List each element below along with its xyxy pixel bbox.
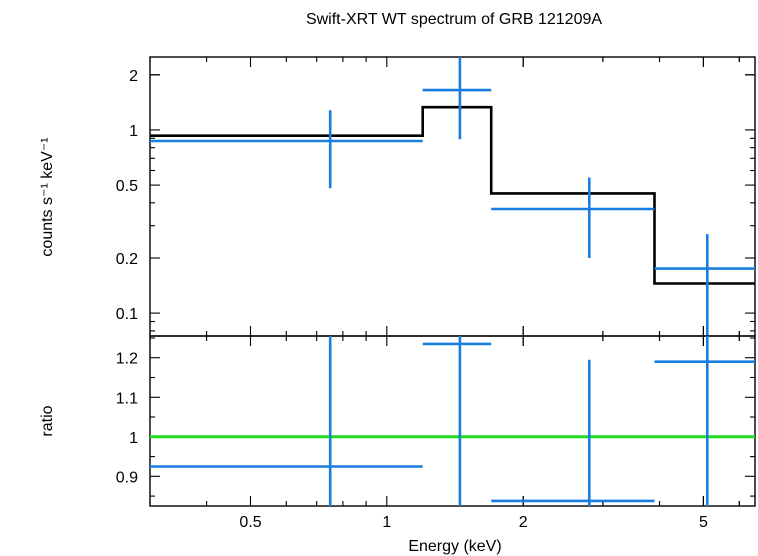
top-y-tick-label: 0.5: [116, 178, 138, 195]
x-tick-label: 1: [382, 514, 391, 531]
top-y-tick-label: 1: [129, 123, 138, 140]
spectrum-data-point: [491, 177, 655, 258]
top-panel-frame: [149, 56, 756, 337]
x-tick-label: 2: [519, 514, 528, 531]
bottom-y-tick-label: 1.1: [116, 390, 138, 407]
bottom-panel-frame: [149, 335, 756, 507]
bottom-panel-ticks: 0.5 1 2 5 0.9 1 1.1 1.2: [116, 336, 755, 531]
ratio-data-point: [654, 336, 755, 506]
x-tick-label: 5: [699, 514, 708, 531]
spectrum-data-point: [654, 234, 755, 336]
x-axis-label: Energy (keV): [408, 538, 501, 555]
ratio-data-point: [491, 359, 655, 506]
spectrum-data-point: [422, 57, 492, 140]
bottom-panel-marks: [150, 336, 755, 506]
bottom-y-tick-label: 1.2: [116, 351, 138, 368]
bottom-y-tick-label: 1: [129, 430, 138, 447]
bottom-panel: 0.5 1 2 5 0.9 1 1.1 1.2: [116, 335, 756, 531]
top-y-tick-label: 0.1: [116, 306, 138, 323]
x-tick-label: 0.5: [239, 514, 261, 531]
bottom-y-tick-label: 0.9: [116, 469, 138, 486]
top-y-tick-label: 0.2: [116, 251, 138, 268]
chart-title: Swift-XRT WT spectrum of GRB 121209A: [306, 11, 602, 28]
top-panel-marks: [150, 57, 755, 336]
spectrum-data-point: [150, 110, 423, 189]
top-panel: 0.1 0.2 0.5 1 2: [116, 56, 756, 337]
ratio-data-point: [150, 336, 423, 506]
top-panel-ticks: 0.1 0.2 0.5 1 2: [116, 57, 755, 336]
ratio-data-point: [422, 336, 492, 506]
top-y-tick-label: 2: [129, 68, 138, 85]
model-step-line: [150, 105, 755, 285]
top-y-axis-label: counts s⁻¹ keV⁻¹: [39, 137, 56, 256]
bottom-y-axis-label: ratio: [39, 405, 56, 436]
